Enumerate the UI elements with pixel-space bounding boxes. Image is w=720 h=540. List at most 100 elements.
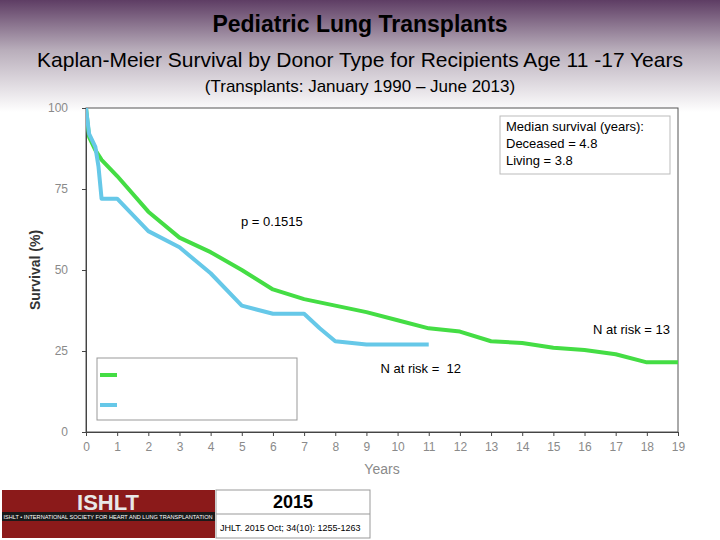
subtitle-line: (Transplants: January 1990 – June 2013) <box>205 77 515 96</box>
x-tick-mark <box>491 432 492 436</box>
x-tick: 17 <box>610 432 624 454</box>
text-box-line: Living = 3.8 <box>506 153 573 168</box>
x-tick-label: 1 <box>114 440 121 454</box>
x-tick-label: 3 <box>177 440 184 454</box>
x-tick-label: 10 <box>391 440 405 454</box>
x-tick: 16 <box>578 432 592 454</box>
y-tick-mark <box>82 270 86 271</box>
x-tick-label: 15 <box>547 440 561 454</box>
text-box-line: Deceased = 4.8 <box>506 136 597 151</box>
x-tick: 0 <box>83 432 90 454</box>
x-axis: 012345678910111213141516171819 <box>83 432 685 454</box>
x-tick-mark <box>678 432 679 436</box>
x-tick-mark <box>647 432 648 436</box>
plot-area <box>86 108 678 432</box>
x-tick: 7 <box>301 432 308 454</box>
x-tick-mark <box>117 432 118 436</box>
survival-line <box>86 108 678 362</box>
annotation: N at risk = 13 <box>593 322 670 337</box>
survival-line <box>86 108 429 345</box>
x-tick: 10 <box>391 432 405 454</box>
x-tick-label: 5 <box>239 440 246 454</box>
x-tick-mark <box>148 432 149 436</box>
background <box>0 0 720 540</box>
x-tick-mark <box>585 432 586 436</box>
x-tick: 9 <box>364 432 371 454</box>
x-tick-mark <box>335 432 336 436</box>
logo-base <box>2 521 215 538</box>
y-tick-mark <box>82 108 86 109</box>
y-tick-mark <box>82 351 86 352</box>
y-axis-title: Survival (%) <box>27 230 43 310</box>
subtitle-line: Kaplan-Meier Survival by Donor Type for … <box>37 48 683 71</box>
x-tick-label: 4 <box>208 440 215 454</box>
x-tick-label: 18 <box>641 440 655 454</box>
x-tick-mark <box>179 432 180 436</box>
series-group <box>86 108 678 362</box>
x-tick: 4 <box>208 432 215 454</box>
x-tick: 6 <box>270 432 277 454</box>
y-tick: 75 <box>55 182 86 196</box>
x-tick-mark <box>553 432 554 436</box>
x-tick-mark <box>242 432 243 436</box>
y-tick: 50 <box>55 263 86 277</box>
legend-swatch <box>100 373 117 377</box>
x-tick-label: 7 <box>301 440 308 454</box>
x-tick-label: 6 <box>270 440 277 454</box>
x-tick-label: 19 <box>672 440 686 454</box>
x-tick: 3 <box>177 432 184 454</box>
legend-box <box>97 358 297 420</box>
x-tick: 13 <box>485 432 499 454</box>
header-band <box>0 0 720 112</box>
x-tick: 8 <box>332 432 339 454</box>
x-tick-label: 17 <box>610 440 624 454</box>
y-tick: 25 <box>55 344 86 358</box>
x-tick: 5 <box>239 432 246 454</box>
text-box-frame <box>500 116 670 174</box>
footer: ISHLTISHLT • INTERNATIONAL SOCIETY FOR H… <box>2 490 370 538</box>
y-tick-mark <box>82 189 86 190</box>
chart: Pediatric Lung Transplants Kaplan-Meier S… <box>0 0 720 540</box>
y-tick: 0 <box>61 425 86 439</box>
x-tick-mark <box>429 432 430 436</box>
x-tick-label: 8 <box>332 440 339 454</box>
x-tick-mark <box>211 432 212 436</box>
logo-strip <box>2 512 215 521</box>
legend-swatch <box>100 403 117 407</box>
year-box <box>216 490 370 538</box>
x-tick-label: 11 <box>423 440 436 454</box>
x-tick-label: 12 <box>454 440 468 454</box>
x-tick: 19 <box>672 432 686 454</box>
x-tick-label: 9 <box>364 440 371 454</box>
x-tick: 14 <box>516 432 530 454</box>
x-tick-mark <box>616 432 617 436</box>
x-axis-line <box>87 433 679 437</box>
annotation: p = 0.1515 <box>241 214 303 229</box>
x-tick-mark <box>304 432 305 436</box>
subtitle-note: (Transplants: January 1990 – June 2013) <box>205 77 515 96</box>
legend <box>97 358 297 420</box>
title: Pediatric Lung Transplants <box>212 11 507 37</box>
society-text: ISHLT • INTERNATIONAL SOCIETY FOR HEART … <box>3 514 212 520</box>
y-axis: 0255075100 <box>48 101 87 439</box>
x-tick-mark <box>366 432 367 436</box>
x-tick: 11 <box>423 432 436 454</box>
y-tick-label: 75 <box>55 182 69 196</box>
y-tick-label: 25 <box>55 344 69 358</box>
x-tick-label: 0 <box>83 440 90 454</box>
x-tick-label: 14 <box>516 440 530 454</box>
x-tick-label: 13 <box>485 440 499 454</box>
x-tick: 15 <box>547 432 561 454</box>
y-tick-mark <box>82 432 86 433</box>
x-axis-title: Years <box>364 461 399 477</box>
x-tick-mark <box>398 432 399 436</box>
x-tick-mark <box>460 432 461 436</box>
text-box: Median survival (years):Deceased = 4.8Li… <box>500 116 670 174</box>
x-tick-label: 16 <box>578 440 592 454</box>
year-rule <box>216 514 370 515</box>
logo-text: ISHLT <box>77 490 139 515</box>
x-tick: 2 <box>145 432 152 454</box>
x-tick-mark <box>522 432 523 436</box>
x-tick-label: 2 <box>145 440 152 454</box>
citation-text: JHLT. 2015 Oct; 34(10): 1255-1263 <box>220 523 360 533</box>
